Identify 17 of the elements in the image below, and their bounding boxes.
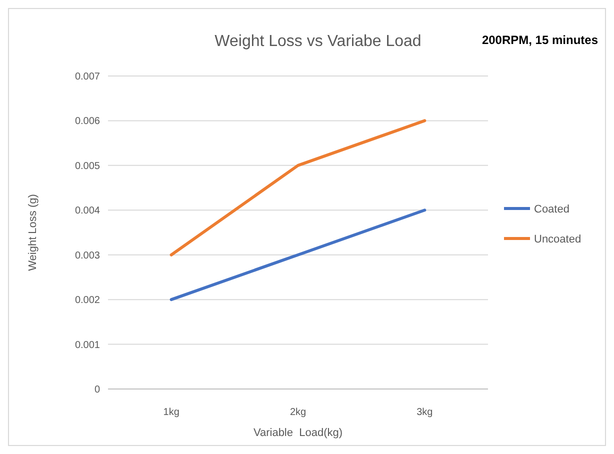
y-tick-label: 0.002	[74, 295, 100, 306]
y-tick-label: 0.007	[74, 72, 100, 82]
y-tick-label: 0	[94, 384, 100, 396]
chart-title: Weight Loss vs Variabe Load	[214, 33, 422, 50]
y-tick-label: 0.005	[74, 160, 100, 172]
y-axis-title: Weight Loss (g)	[27, 194, 39, 271]
legend-label: Uncoated	[534, 234, 582, 246]
legend-label: Coated	[534, 204, 570, 216]
x-tick-label: 1kg	[163, 407, 180, 418]
y-tick-label: 0.006	[74, 116, 100, 128]
y-tick-label: 0.003	[74, 250, 100, 262]
x-tick-label: 2kg	[290, 407, 306, 418]
y-tick-label: 0.001	[74, 340, 100, 351]
x-axis-title: Variable Load(kg)	[253, 427, 343, 439]
y-tick-label: 0.004	[74, 206, 100, 217]
text: 200RPM, 15 minutes	[482, 33, 598, 47]
x-tick-label: 3kg	[416, 407, 433, 418]
